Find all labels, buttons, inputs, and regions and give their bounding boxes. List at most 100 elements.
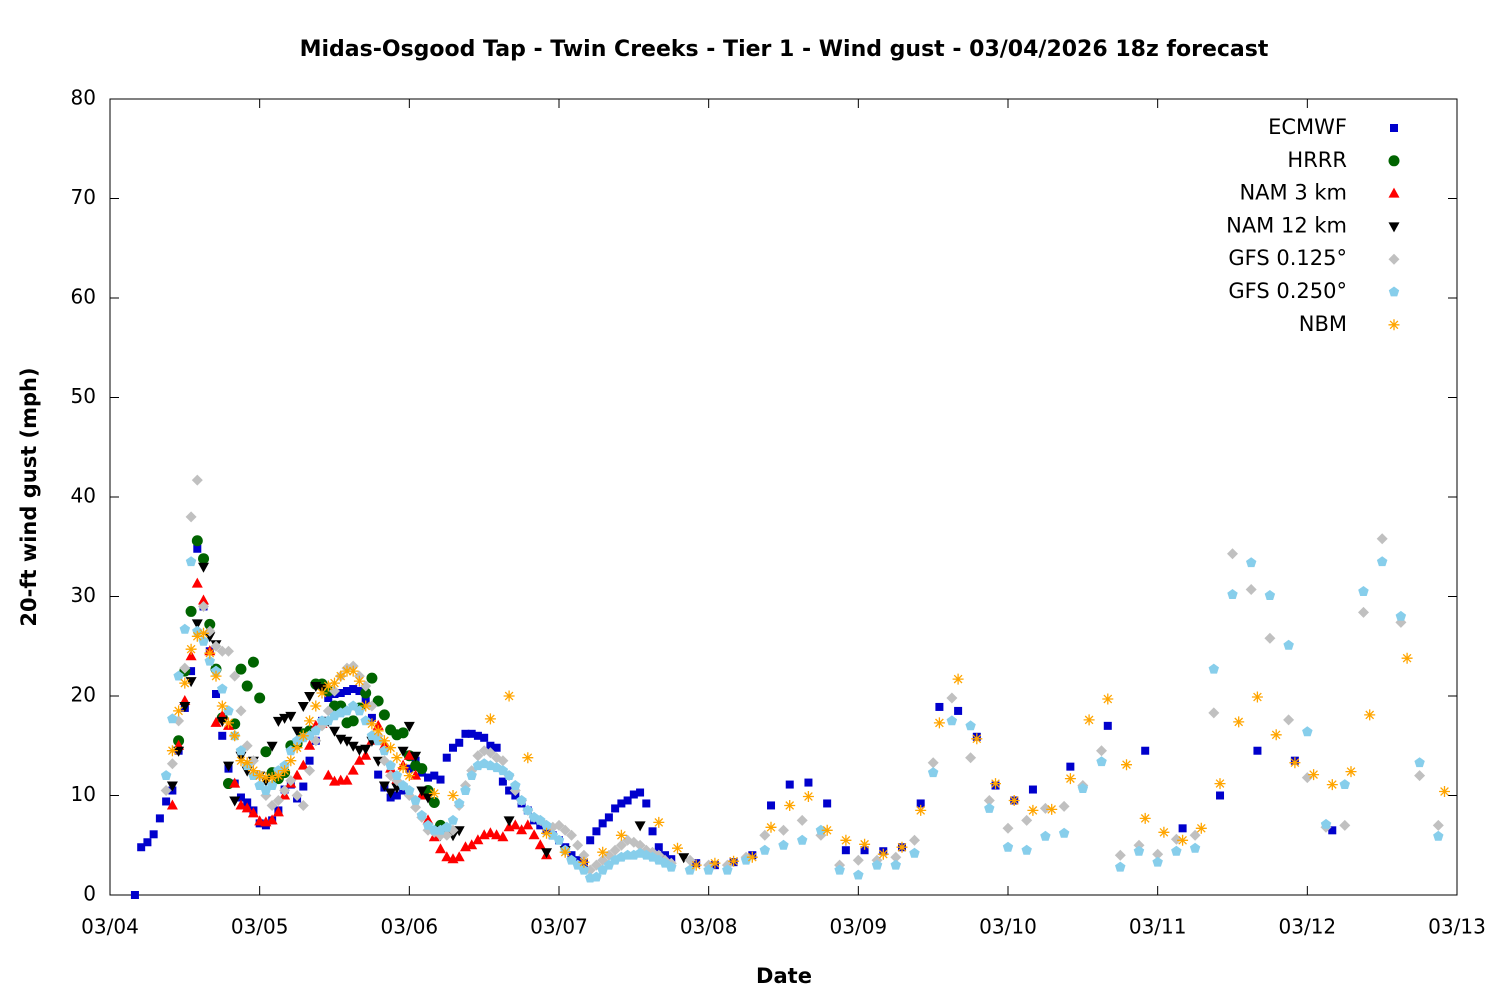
data-point bbox=[522, 804, 534, 815]
data-point bbox=[823, 799, 832, 808]
data-point bbox=[441, 821, 452, 832]
data-point bbox=[435, 843, 446, 854]
data-point bbox=[634, 821, 646, 832]
data-point bbox=[385, 760, 396, 771]
legend-label: GFS 0.250° bbox=[1228, 279, 1347, 303]
data-point bbox=[915, 804, 927, 816]
data-point bbox=[223, 705, 234, 716]
data-point bbox=[285, 711, 297, 722]
data-point bbox=[166, 758, 178, 770]
data-point bbox=[516, 795, 527, 805]
data-point bbox=[1364, 709, 1376, 721]
data-point bbox=[484, 713, 496, 725]
data-point bbox=[965, 720, 976, 731]
data-point bbox=[410, 751, 422, 762]
data-point bbox=[353, 754, 365, 765]
data-point bbox=[472, 750, 484, 762]
data-point bbox=[212, 690, 221, 699]
data-point bbox=[629, 790, 638, 799]
data-point bbox=[509, 819, 521, 830]
data-point bbox=[604, 813, 613, 822]
data-point bbox=[522, 752, 534, 764]
legend-label: ECMWF bbox=[1268, 115, 1347, 139]
data-point bbox=[216, 645, 228, 657]
data-point bbox=[404, 785, 415, 795]
data-point bbox=[149, 830, 158, 839]
data-point bbox=[241, 802, 253, 813]
data-point bbox=[1227, 589, 1238, 599]
data-point bbox=[179, 702, 191, 712]
data-point bbox=[416, 786, 428, 797]
data-point bbox=[785, 780, 794, 789]
data-point bbox=[1058, 827, 1070, 838]
data-point bbox=[1283, 714, 1295, 726]
data-point bbox=[324, 693, 333, 702]
data-point bbox=[859, 838, 871, 850]
data-point bbox=[341, 665, 353, 677]
data-point bbox=[454, 798, 465, 808]
data-point bbox=[804, 778, 813, 787]
data-point bbox=[653, 816, 665, 828]
data-point bbox=[366, 672, 378, 684]
data-point bbox=[505, 786, 514, 795]
data-point bbox=[728, 855, 740, 867]
data-point bbox=[198, 562, 209, 573]
data-point bbox=[235, 705, 247, 717]
data-point bbox=[954, 706, 963, 715]
data-point bbox=[841, 846, 850, 855]
data-point bbox=[1414, 770, 1426, 782]
data-point bbox=[229, 796, 241, 807]
data-point bbox=[1358, 606, 1369, 618]
data-point bbox=[191, 577, 203, 588]
data-point bbox=[378, 709, 390, 721]
data-point bbox=[890, 851, 902, 863]
data-point bbox=[946, 715, 958, 726]
data-point bbox=[217, 683, 228, 694]
data-point bbox=[559, 846, 571, 858]
x-tick-label: 03/05 bbox=[231, 915, 289, 939]
data-point bbox=[971, 733, 983, 745]
data-point bbox=[784, 800, 796, 811]
data-point bbox=[299, 782, 308, 791]
data-point bbox=[666, 861, 677, 872]
data-point bbox=[834, 864, 845, 875]
data-point bbox=[1358, 586, 1369, 596]
data-point bbox=[229, 777, 241, 788]
data-point bbox=[304, 765, 316, 777]
data-point bbox=[360, 700, 372, 712]
data-point bbox=[778, 824, 789, 836]
data-point bbox=[1121, 759, 1132, 771]
data-point bbox=[821, 824, 833, 836]
data-point bbox=[316, 687, 328, 699]
data-point bbox=[586, 836, 595, 845]
data-point bbox=[160, 785, 172, 796]
data-point bbox=[448, 743, 457, 752]
data-point bbox=[909, 834, 920, 846]
data-point bbox=[360, 680, 372, 692]
data-point bbox=[946, 692, 958, 704]
data-point bbox=[191, 630, 203, 642]
data-point bbox=[497, 755, 509, 767]
data-point bbox=[285, 755, 297, 767]
data-point bbox=[528, 829, 540, 840]
data-point bbox=[366, 718, 378, 730]
data-point bbox=[767, 801, 776, 810]
data-point bbox=[341, 774, 353, 785]
data-point bbox=[291, 742, 303, 754]
data-point bbox=[466, 839, 478, 850]
data-point bbox=[254, 692, 266, 704]
data-point bbox=[1141, 746, 1150, 755]
data-point bbox=[1177, 834, 1189, 846]
data-point bbox=[1189, 842, 1201, 853]
data-point bbox=[247, 765, 259, 777]
y-tick-label: 80 bbox=[71, 86, 96, 110]
data-point bbox=[983, 795, 995, 806]
y-tick-label: 10 bbox=[71, 782, 96, 806]
data-point bbox=[173, 670, 184, 681]
data-point bbox=[578, 856, 590, 868]
data-point bbox=[1339, 779, 1350, 789]
y-tick-label: 70 bbox=[71, 185, 96, 209]
data-point bbox=[1028, 785, 1037, 794]
data-point bbox=[1040, 830, 1051, 841]
